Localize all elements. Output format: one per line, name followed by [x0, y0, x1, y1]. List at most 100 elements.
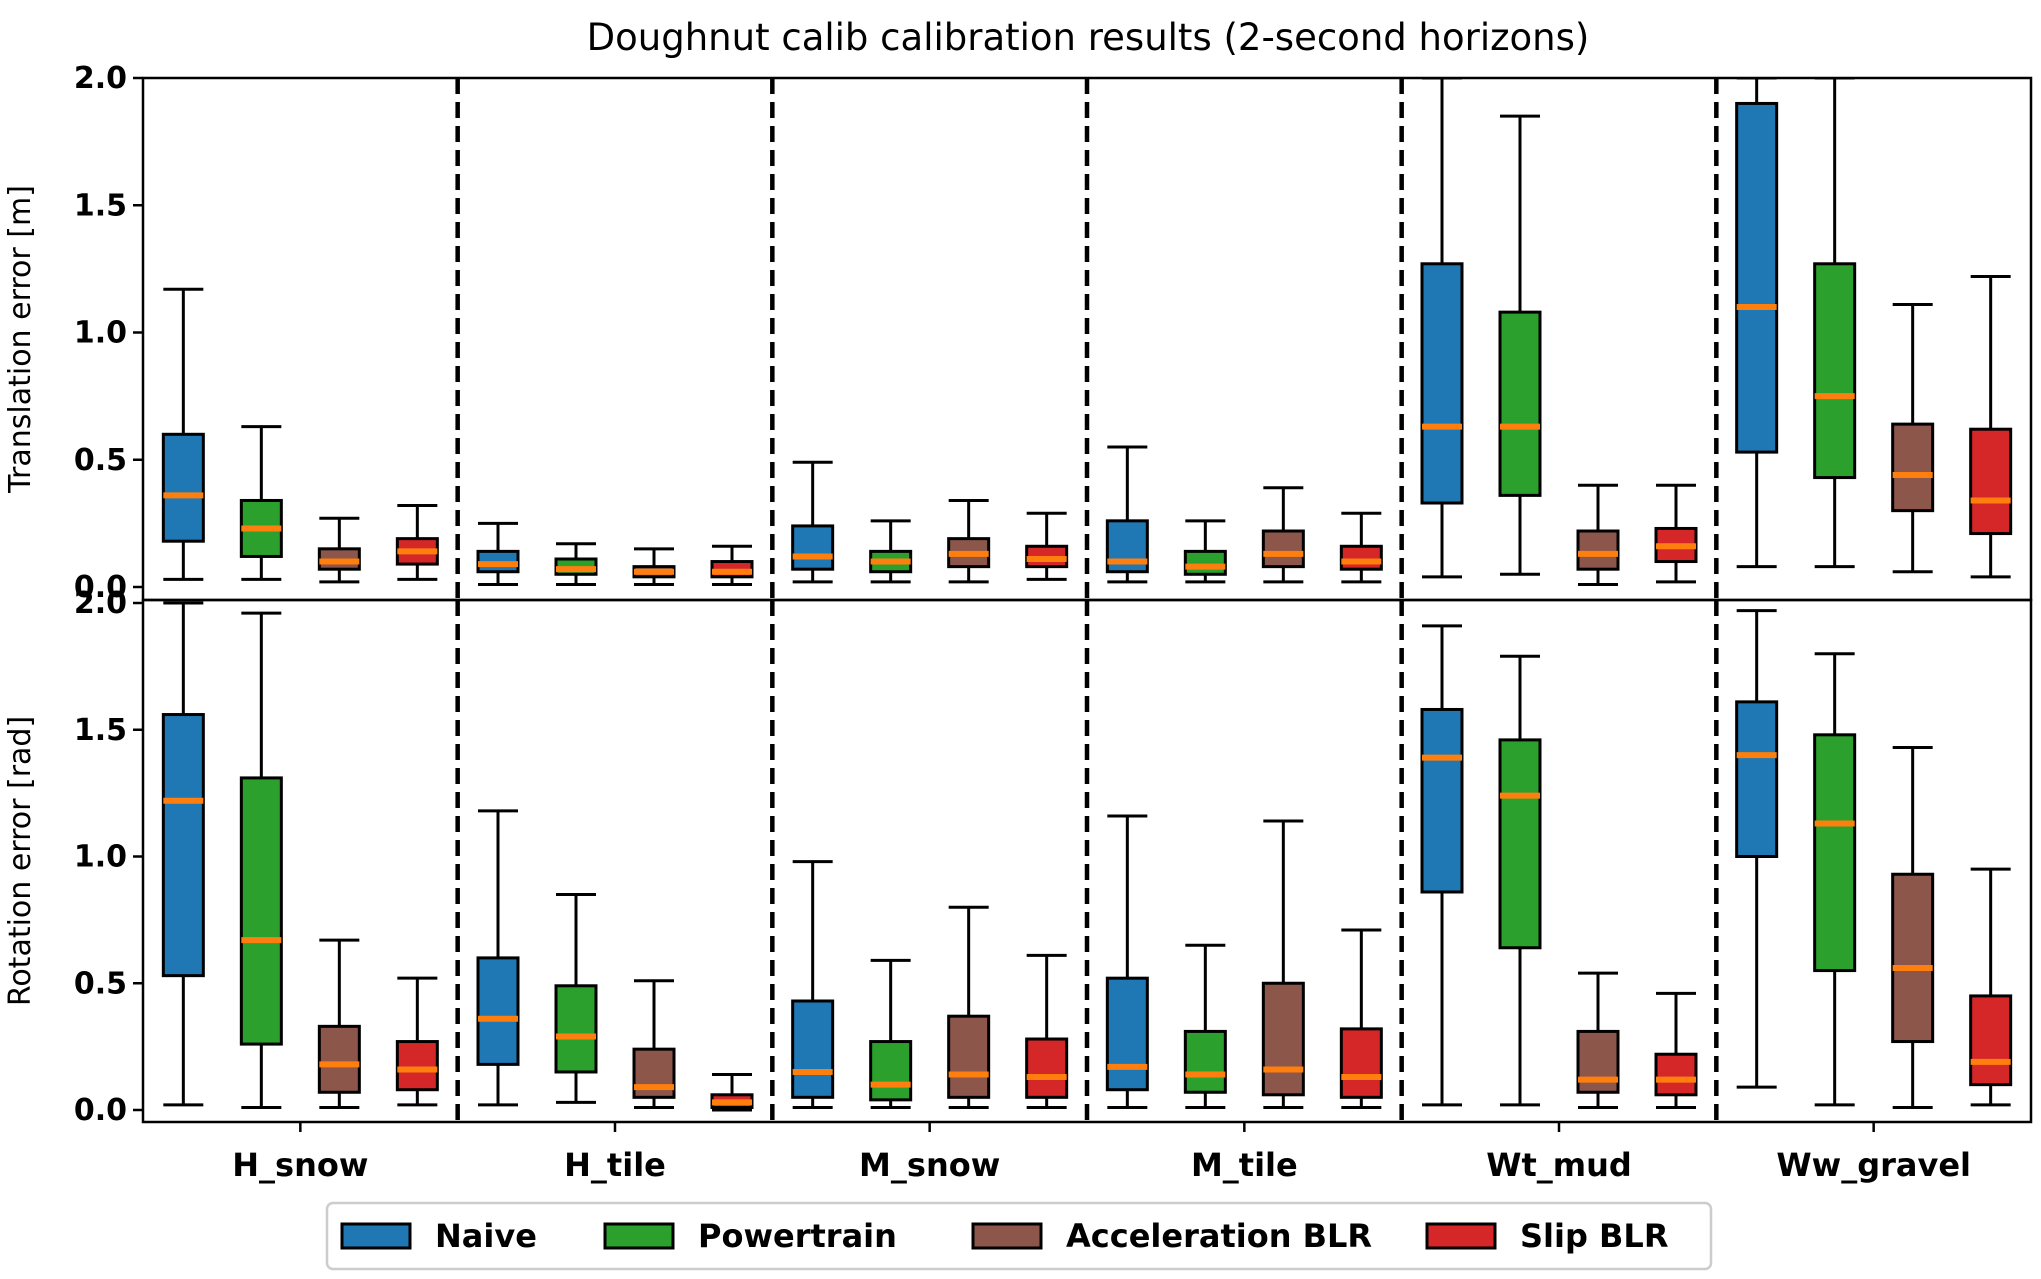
y-tick-label: 1.0 — [74, 840, 127, 875]
box-body — [1654, 1052, 1698, 1097]
box-body — [161, 713, 205, 978]
y-tick-label: 1.5 — [74, 713, 127, 748]
box-body — [1498, 738, 1542, 950]
box-Wt_mud-slip-blr — [1654, 483, 1698, 584]
box-body — [869, 1040, 913, 1102]
panel-translation: 0.0 0.5 1.0 1.5 2.0 Translation error [m] — [3, 61, 2033, 605]
box-H_snow-naive — [161, 601, 205, 1107]
legend-swatch — [603, 1222, 675, 1250]
box-Ww_gravel-naive — [1735, 78, 1779, 569]
y-tick-label: 0.5 — [74, 966, 127, 1001]
x-tick-label: H_tile — [564, 1146, 666, 1184]
box-M_snow-acceleration-blr — [947, 905, 991, 1109]
panel-rotation: 0.0 0.5 1.0 1.5 2.0 Rotation error [rad] — [3, 586, 2033, 1128]
box-body — [1891, 872, 1935, 1044]
legend-label: Naive — [435, 1217, 537, 1255]
y-axis-label: Rotation error [rad] — [3, 716, 38, 1006]
box-body — [1576, 1029, 1620, 1094]
box-Ww_gravel-powertrain — [1813, 78, 1857, 569]
box-H_tile-acceleration-blr — [632, 547, 676, 586]
box-body — [1105, 976, 1149, 1092]
legend-item-acceleration-blr: Acceleration BLR — [971, 1217, 1372, 1255]
panel-boxes — [161, 601, 2013, 1112]
box-Wt_mud-acceleration-blr — [1576, 971, 1620, 1109]
box-body — [1735, 700, 1779, 858]
box-M_snow-acceleration-blr — [947, 498, 991, 584]
box-H_snow-slip-blr — [395, 976, 439, 1107]
legend: Naive Powertrain Acceleration BLR Slip BLR — [325, 1201, 1713, 1271]
x-tick-label: H_snow — [232, 1146, 368, 1184]
box-body — [1025, 1037, 1069, 1099]
box-M_snow-slip-blr — [1025, 511, 1069, 581]
y-tick-label: 1.0 — [74, 316, 127, 351]
box-body — [161, 432, 205, 543]
box-H_tile-powertrain — [554, 542, 598, 586]
box-M_tile-acceleration-blr — [1261, 486, 1305, 584]
box-body — [395, 1040, 439, 1092]
box-Ww_gravel-acceleration-blr — [1891, 745, 1935, 1109]
box-M_snow-powertrain — [869, 519, 913, 584]
box-Ww_gravel-slip-blr — [1969, 275, 2013, 579]
x-tick-label: M_tile — [1191, 1146, 1298, 1184]
box-body — [1420, 707, 1464, 894]
box-H_snow-powertrain — [239, 611, 283, 1109]
box-Ww_gravel-powertrain — [1813, 652, 1857, 1107]
legend-item-powertrain: Powertrain — [603, 1217, 897, 1255]
box-Wt_mud-naive — [1420, 78, 1464, 579]
box-body — [1576, 529, 1620, 571]
box-body — [947, 1014, 991, 1099]
box-H_snow-powertrain — [239, 425, 283, 581]
y-tick-label: 2.0 — [74, 586, 127, 621]
y-axis-label: Translation error [m] — [3, 185, 38, 494]
box-body — [1420, 262, 1464, 505]
box-body — [1261, 981, 1305, 1097]
box-body — [1183, 1029, 1227, 1094]
box-M_tile-slip-blr — [1339, 511, 1383, 584]
box-H_tile-acceleration-blr — [632, 979, 676, 1109]
box-body — [476, 956, 520, 1066]
box-M_snow-naive — [791, 460, 835, 584]
box-M_snow-powertrain — [869, 958, 913, 1109]
legend-item-naive: Naive — [340, 1217, 537, 1255]
box-body — [791, 999, 835, 1099]
box-M_snow-slip-blr — [1025, 953, 1069, 1109]
box-M_snow-naive — [791, 860, 835, 1109]
legend-swatch — [340, 1222, 412, 1250]
box-body — [554, 984, 598, 1074]
box-M_tile-acceleration-blr — [1261, 819, 1305, 1109]
box-Wt_mud-slip-blr — [1654, 991, 1698, 1109]
y-tick-label: 0.0 — [74, 570, 127, 605]
box-Wt_mud-naive — [1420, 624, 1464, 1107]
box-body — [791, 524, 835, 571]
panel-boxes — [161, 78, 2013, 586]
box-body — [1969, 427, 2013, 536]
box-body — [1339, 1027, 1383, 1099]
box-Wt_mud-powertrain — [1498, 654, 1542, 1107]
box-M_tile-naive — [1105, 814, 1149, 1109]
box-Ww_gravel-slip-blr — [1969, 867, 2013, 1107]
legend-label: Slip BLR — [1520, 1217, 1668, 1255]
box-M_tile-slip-blr — [1339, 928, 1383, 1109]
box-body — [239, 776, 283, 1046]
box-H_snow-acceleration-blr — [317, 516, 361, 584]
legend-swatch — [971, 1222, 1043, 1250]
legend-label: Acceleration BLR — [1066, 1217, 1372, 1255]
box-H_tile-naive — [476, 521, 520, 586]
x-tick-label: M_snow — [859, 1146, 1000, 1184]
box-M_tile-powertrain — [1183, 519, 1227, 584]
box-body — [1813, 262, 1857, 480]
legend-label: Powertrain — [698, 1217, 897, 1255]
box-body — [1339, 544, 1383, 571]
box-body — [317, 1024, 361, 1094]
y-tick-label: 1.5 — [74, 188, 127, 223]
box-H_snow-acceleration-blr — [317, 938, 361, 1109]
box-H_tile-naive — [476, 809, 520, 1107]
box-Ww_gravel-acceleration-blr — [1891, 303, 1935, 574]
x-tick-label: Wt_mud — [1486, 1146, 1632, 1184]
box-body — [1735, 101, 1779, 454]
box-M_tile-naive — [1105, 445, 1149, 584]
legend-item-slip-blr: Slip BLR — [1425, 1217, 1668, 1255]
box-H_snow-naive — [161, 287, 205, 581]
